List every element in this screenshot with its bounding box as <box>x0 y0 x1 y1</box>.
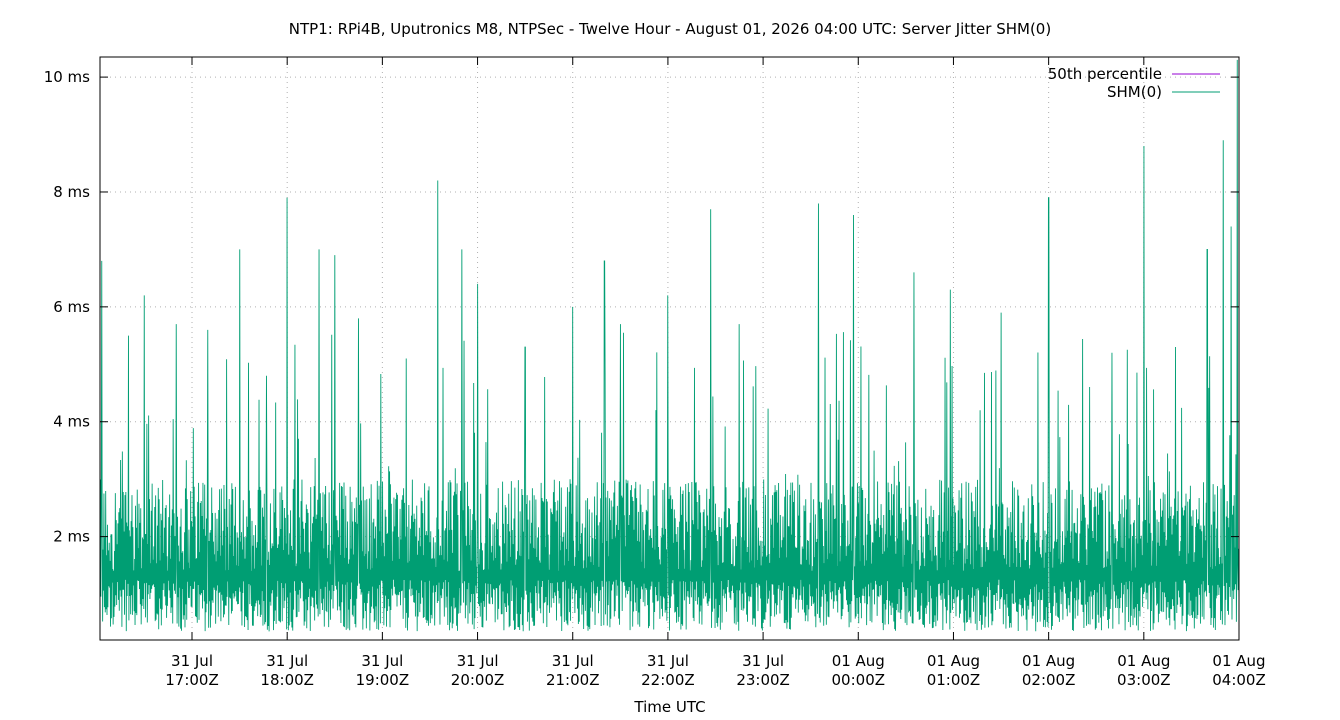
x-tick-label-time: 03:00Z <box>1117 671 1171 689</box>
y-tick-label: 4 ms <box>53 413 90 431</box>
y-axis: 2 ms 4 ms 6 ms 8 ms 10 ms <box>44 68 1239 546</box>
y-tick-label: 8 ms <box>53 183 90 201</box>
x-tick-label-date: 01 Aug <box>1212 652 1265 670</box>
chart-title: NTP1: RPi4B, Uputronics M8, NTPSec - Twe… <box>289 20 1051 38</box>
x-tick-label-time: 04:00Z <box>1212 671 1266 689</box>
shm0-trace <box>99 59 1240 632</box>
x-tick-label-date: 01 Aug <box>927 652 980 670</box>
legend-label: SHM(0) <box>1107 83 1162 101</box>
x-tick-label-date: 01 Aug <box>832 652 885 670</box>
x-tick-label-date: 31 Jul <box>266 652 308 670</box>
x-tick-label-date: 31 Jul <box>647 652 689 670</box>
x-tick-label-date: 01 Aug <box>1022 652 1075 670</box>
legend-label: 50th percentile <box>1048 65 1162 83</box>
x-tick-label-time: 22:00Z <box>641 671 695 689</box>
x-tick-label-time: 20:00Z <box>451 671 505 689</box>
y-tick-label: 6 ms <box>53 298 90 316</box>
x-tick-label-time: 01:00Z <box>927 671 981 689</box>
x-tick-label-date: 31 Jul <box>171 652 213 670</box>
x-tick-label-time: 17:00Z <box>165 671 219 689</box>
x-tick-label-date: 01 Aug <box>1117 652 1170 670</box>
x-tick-label-time: 18:00Z <box>260 671 314 689</box>
x-axis-label: Time UTC <box>633 698 705 716</box>
y-tick-label: 2 ms <box>53 528 90 546</box>
x-tick-label-date: 31 Jul <box>742 652 784 670</box>
x-tick-label-date: 31 Jul <box>552 652 594 670</box>
x-tick-label-time: 21:00Z <box>546 671 600 689</box>
x-tick-label-time: 23:00Z <box>736 671 790 689</box>
x-tick-label-time: 02:00Z <box>1022 671 1076 689</box>
x-tick-label-date: 31 Jul <box>361 652 403 670</box>
y-tick-label: 10 ms <box>44 68 90 86</box>
x-tick-label-date: 31 Jul <box>457 652 499 670</box>
x-tick-label-time: 00:00Z <box>832 671 886 689</box>
shm0-line <box>99 59 1240 632</box>
plot-frame <box>99 56 1240 641</box>
x-tick-label-time: 19:00Z <box>356 671 410 689</box>
